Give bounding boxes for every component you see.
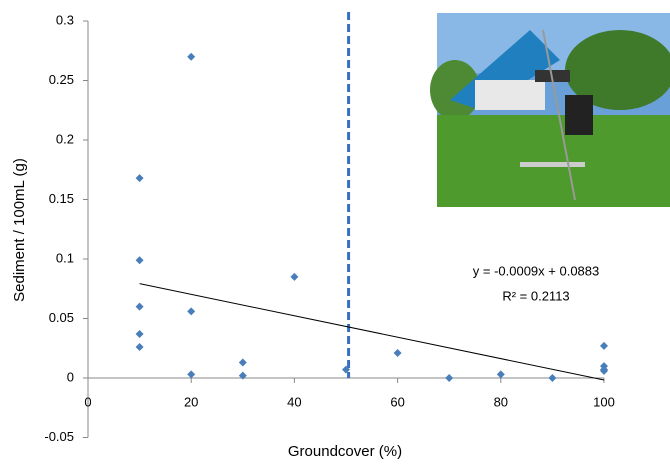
- scatter-point: [135, 256, 144, 265]
- y-tick-label: 0.2: [56, 131, 74, 146]
- scatter-point: [187, 307, 196, 316]
- trend-equation: y = -0.0009x + 0.0883: [473, 263, 599, 278]
- y-axis-title: Sediment / 100mL (g): [11, 158, 28, 302]
- inset-photo: [430, 13, 670, 207]
- scatter-point: [135, 329, 144, 338]
- scatter-point: [187, 370, 196, 379]
- trend-r-squared: R² = 0.2113: [502, 288, 569, 303]
- y-tick-label: -0.05: [44, 429, 74, 444]
- scatter-point: [342, 365, 350, 374]
- scatter-point: [135, 174, 144, 183]
- scatter-point: [135, 343, 144, 352]
- scatter-point: [238, 371, 247, 380]
- x-axis-title: Groundcover (%): [288, 443, 402, 460]
- scatter-point: [290, 272, 299, 281]
- x-tick-label: 100: [593, 394, 615, 409]
- scatter-point: [600, 366, 608, 375]
- x-tick-label: 40: [287, 394, 301, 409]
- scatter-point: [445, 374, 454, 382]
- y-tick-label: 0: [67, 369, 74, 384]
- y-tick-label: 0.05: [49, 310, 74, 325]
- trendline: [139, 283, 605, 381]
- x-tick-label: 20: [184, 394, 198, 409]
- scatter-point: [187, 52, 196, 61]
- y-tick-label: 0.25: [49, 72, 74, 87]
- scatter-point: [600, 341, 608, 350]
- scatter-point: [135, 302, 144, 311]
- x-tick-label: 60: [390, 394, 404, 409]
- y-tick-label: 0.3: [56, 12, 74, 27]
- scatter-point: [393, 349, 402, 358]
- y-tick-label: 0.15: [49, 191, 74, 206]
- scatter-point: [496, 370, 505, 379]
- scatter-point: [548, 374, 557, 382]
- x-tick-label: 80: [494, 394, 508, 409]
- y-tick-label: 0.1: [56, 250, 74, 265]
- x-tick-label: 0: [84, 394, 91, 409]
- scatter-point: [238, 358, 247, 367]
